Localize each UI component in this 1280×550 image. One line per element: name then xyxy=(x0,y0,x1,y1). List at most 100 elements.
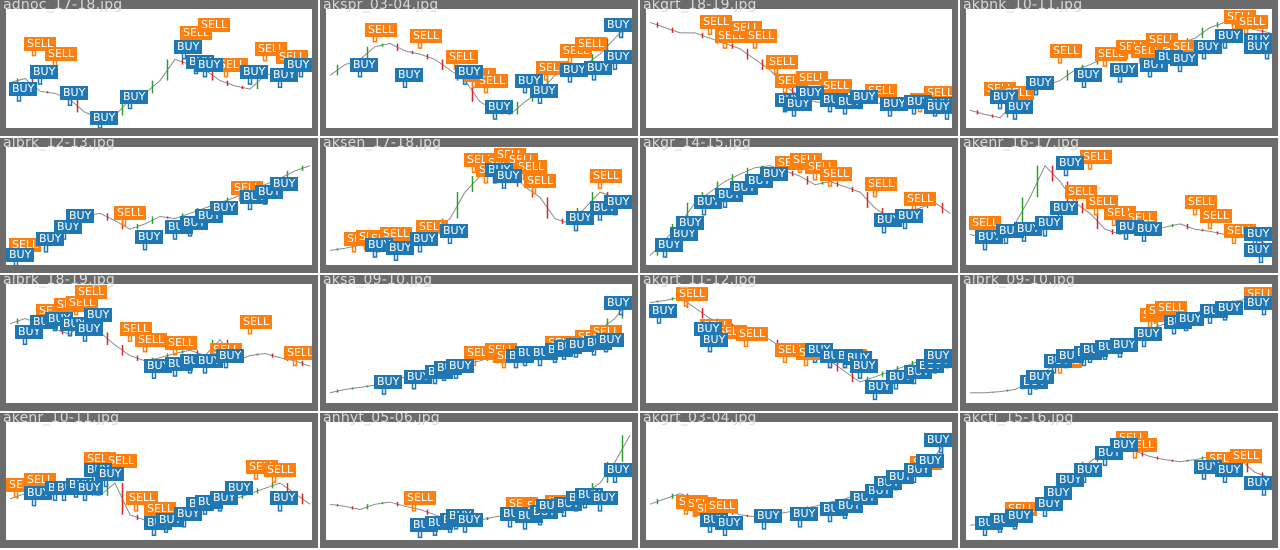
sell-signal-label: SELL xyxy=(144,502,177,516)
buy-signal-label: BUY xyxy=(604,18,632,33)
sell-signal-label: SELL xyxy=(404,491,437,506)
buy-signal-label: BUY xyxy=(485,100,514,115)
buy-signal-label: BUY xyxy=(210,200,239,215)
buy-signal-label: BUY xyxy=(455,65,484,80)
buy-signal-label: BUY xyxy=(1244,242,1272,257)
price-line xyxy=(329,434,631,524)
chart-filename: akgrt_18-19.jpg xyxy=(643,0,757,13)
buy-signal-label: BUY xyxy=(455,512,484,527)
sell-signal-label: SELL xyxy=(676,287,709,302)
chart-panel: SELLSELLSELLSELLSELLBUYBUYBUYBUYBUYBUYBU… xyxy=(960,412,1280,550)
sell-signal-label: SELL xyxy=(120,322,153,337)
buy-signal-label: BUY xyxy=(1244,39,1272,54)
buy-signal-label: BUY xyxy=(676,216,705,231)
sell-signal-label: SELL xyxy=(1080,149,1113,164)
buy-signal-label: BUY xyxy=(1110,63,1139,77)
sell-signal-label: SELL xyxy=(24,36,57,51)
buy-signal-label: BUY xyxy=(596,332,625,347)
sell-signal-label: SELL xyxy=(165,335,198,350)
sell-signal-label: SELL xyxy=(700,15,733,30)
sell-signal-label: SELL xyxy=(198,18,231,33)
buy-signal-label: BUY xyxy=(75,480,104,495)
sell-signal-label: SELL xyxy=(114,205,147,220)
buy-signal-label: BUY xyxy=(604,462,632,477)
chart-panel: SELL SELL SELL SELL SELL SELL SELL SELL SELL BUY B… xyxy=(960,137,1280,275)
chart-filename: akgrt_03-04.jpg xyxy=(643,412,757,426)
sell-signal-label: SELL xyxy=(575,36,608,51)
chart-frame: SELLSELLSELLSELLSELLSELLSELLSELLSELLSELL… xyxy=(6,284,312,403)
buy-signal-label: BUY xyxy=(270,68,299,83)
buy-signal-label: BUY xyxy=(75,322,104,337)
chart-frame: SELLSELLSELLSELLSELLBUYBUYBUYBUYBUYBUYBU… xyxy=(966,421,1272,540)
buy-signal-label: BUY xyxy=(30,65,59,80)
buy-signal-label: BUY xyxy=(715,515,744,530)
buy-signal-label: BUY xyxy=(1035,216,1064,231)
buy-signal-label: BUY xyxy=(494,168,523,183)
buy-signal-label: BUY xyxy=(90,110,119,125)
buy-signal-label: BUY xyxy=(96,467,125,482)
chart-panel: SELLSELLSELLSELLSELLSELLSELLSELLSELLSELL… xyxy=(960,0,1280,138)
sell-signal-label: SELL xyxy=(446,50,479,65)
buy-signal-label: BUY xyxy=(1194,39,1223,54)
buy-signal-label: BUY xyxy=(1074,462,1103,477)
buy-signal-label: BUY xyxy=(1074,68,1103,83)
buy-signal-label: BUY xyxy=(6,248,35,263)
chart-panel: SELLSELLSELLSELLSELLSELLBUYBUYBUYBUYBUYB… xyxy=(320,275,640,413)
buy-signal-label: BUY xyxy=(515,73,544,88)
sell-signal-label: SELL xyxy=(1185,195,1218,210)
sell-signal-label: SELL xyxy=(969,216,1002,231)
buy-signal-label: BUY xyxy=(566,211,595,226)
buy-signal-label: BUY xyxy=(1215,300,1244,315)
buy-signal-label: BUY xyxy=(1134,221,1163,236)
buy-signal-label: BUY xyxy=(174,507,203,522)
buy-signal-label: BUY xyxy=(865,380,894,395)
buy-signal-label: BUY xyxy=(410,232,439,247)
buy-signal-label: BUY xyxy=(1005,100,1034,115)
buy-signal-label: BUY xyxy=(174,39,203,54)
chart-filename: adnoc_17-18.jpg xyxy=(3,0,123,13)
buy-signal-label: BUY xyxy=(9,82,38,97)
chart-panel: SELLSELLSELLSELLSELLSELLSELLSELLBUYBUYBU… xyxy=(320,0,640,138)
chart-frame: SELLSELLSELLSELLSELLSELLSELLSELLSELLSELL… xyxy=(326,146,632,265)
buy-signal-label: BUY xyxy=(530,84,559,99)
buy-signal-label: BUY xyxy=(36,232,65,247)
buy-signal-label: BUY xyxy=(1110,438,1139,453)
chart-filename: anhyt_05-06.jpg xyxy=(323,412,440,426)
buy-signal-label: BUY xyxy=(446,359,475,374)
sell-signal-label: SELL xyxy=(904,192,937,207)
buy-signal-label: BUY xyxy=(1215,462,1244,477)
buy-signal-label: BUY xyxy=(135,230,164,245)
chart-frame: SELLSELLSELLSELLSELLSELLBUYBUYBUYBUYBUYB… xyxy=(646,146,952,265)
buy-signal-label: BUY xyxy=(1056,155,1085,170)
buy-signal-label: BUY xyxy=(386,240,415,255)
buy-signal-label: BUY xyxy=(1026,75,1055,90)
buy-signal-label: BUY xyxy=(760,166,789,181)
chart-panel: SELLSELLSELLSELLSELLSELLSELLSELLSELLSELL… xyxy=(0,275,320,413)
chart-panel: SELLSELLSELLBUYBUYBUYBUYBUYBUYBUYBUYBUYB… xyxy=(0,137,320,275)
sell-signal-label: SELL xyxy=(745,29,778,44)
buy-signal-label: BUY xyxy=(560,63,589,77)
buy-signal-label: BUY xyxy=(916,454,945,469)
sell-signal-label: SELL xyxy=(240,314,273,329)
buy-signal-label: BUY xyxy=(850,359,879,374)
buy-signal-label: BUY xyxy=(1026,369,1055,384)
price-line xyxy=(9,58,311,119)
chart-filename: aksa_09-10.jpg xyxy=(323,275,433,288)
buy-signal-label: BUY xyxy=(880,96,909,111)
chart-frame: SELLSELLSELLSELLSELLBUYBUYBUYBUYBUYBUYBU… xyxy=(966,284,1272,403)
sell-signal-label: SELL xyxy=(736,327,769,342)
buy-signal-label: BUY xyxy=(850,89,879,104)
buy-signal-label: BUY xyxy=(796,86,825,101)
buy-signal-label: BUY xyxy=(1014,221,1043,236)
buy-signal-label: BUY xyxy=(754,509,783,524)
chart-panel: SELLSELLSELLSELLSELLSELLBUYBUYBUYBUYBUYB… xyxy=(640,137,960,275)
chart-frame: SELLSELLSELLBUYBUYBUYBUYBUYBUYBUYBUYBUYB… xyxy=(6,146,312,265)
buy-signal-label: BUY xyxy=(1056,473,1085,488)
sell-signal-label: SELL xyxy=(1146,33,1179,48)
buy-signal-label: BUY xyxy=(924,433,952,448)
buy-signal-label: BUY xyxy=(895,208,924,223)
buy-signal-label: BUY xyxy=(240,65,269,80)
buy-signal-label: BUY xyxy=(216,348,245,363)
